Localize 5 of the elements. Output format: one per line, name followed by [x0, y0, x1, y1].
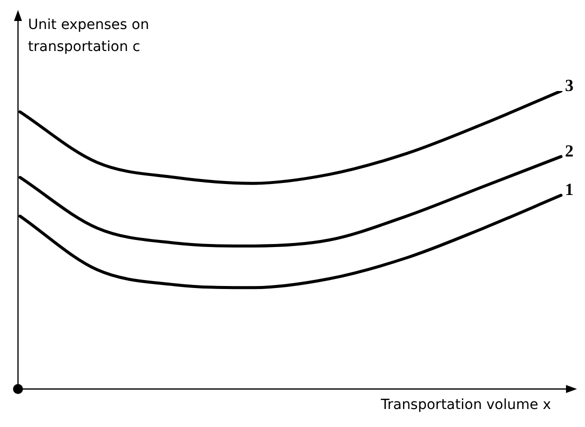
series-label: 2	[565, 141, 574, 160]
x-axis-title: Transportation volume x	[380, 396, 551, 415]
y-axis-title: Unit expenses on transportation c	[28, 16, 150, 57]
series-label: 3	[565, 76, 574, 95]
series-label: 1	[565, 180, 574, 200]
